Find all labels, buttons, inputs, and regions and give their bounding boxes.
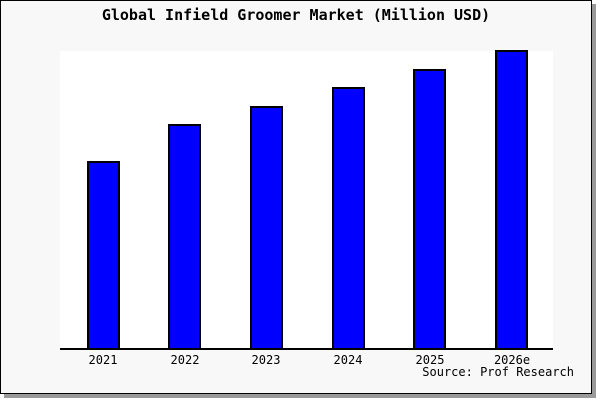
x-tick-label-2026e: 2026e — [493, 353, 531, 367]
bar-2026e — [495, 50, 528, 348]
x-tick-label-2024: 2024 — [333, 353, 363, 367]
x-tick-label-2022: 2022 — [170, 353, 200, 367]
chart-panel: Global Infield Groomer Market (Million U… — [0, 0, 592, 394]
bar-2021 — [87, 161, 120, 348]
bar-2025 — [413, 69, 446, 348]
plot-area — [60, 50, 553, 350]
x-tick-label-2025: 2025 — [415, 353, 445, 367]
bar-2024 — [332, 87, 365, 348]
source-note: Source: Prof Research — [422, 365, 574, 379]
bar-2022 — [168, 124, 201, 348]
chart-title: Global Infield Groomer Market (Million U… — [101, 6, 491, 24]
bar-2023 — [250, 106, 283, 348]
x-tick-label-2021: 2021 — [88, 353, 118, 367]
x-tick-label-2023: 2023 — [251, 353, 281, 367]
